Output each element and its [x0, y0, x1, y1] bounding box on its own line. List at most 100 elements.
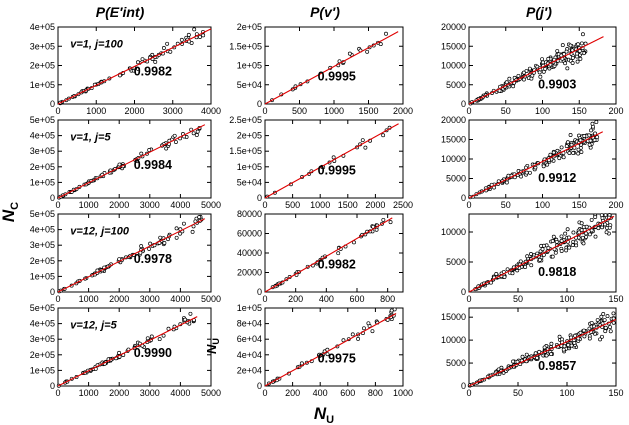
data-point: [538, 74, 543, 79]
data-point: [521, 77, 526, 82]
data-points: [468, 32, 588, 106]
x-tick-label: 0: [55, 294, 60, 304]
y-tick-label: 2e+05: [30, 61, 55, 71]
panel-r1-c1: 0 500 1000 1500 2000 2500 0 5e+04 1e+05 1.5e+05 2e…: [229, 115, 413, 210]
data-point: [600, 334, 604, 339]
x-tick-label: 1000: [79, 200, 99, 210]
data-point: [178, 231, 183, 236]
stray-label-sub: U: [211, 338, 221, 345]
panel-r0-c2: 0 50 100 150 200 0 5000 10000 15000 20000 0.9903: [441, 22, 624, 116]
x-tick-label: 2000: [109, 200, 129, 210]
data-point: [608, 325, 613, 330]
x-tick-label: 2000: [124, 106, 144, 116]
y-tick-label: 1e+05: [30, 177, 55, 187]
panel-annotation: v=12, j=5: [70, 320, 117, 332]
data-point: [378, 42, 383, 47]
correlation-value: 0.9975: [318, 351, 356, 365]
x-tick-label: 100: [559, 388, 574, 398]
x-tick-label: 1500: [358, 106, 378, 116]
correlation-value: 0.9903: [538, 77, 576, 91]
data-point: [553, 250, 558, 255]
data-point: [504, 80, 509, 85]
data-point: [524, 170, 529, 175]
correlation-value: 0.9982: [134, 64, 172, 78]
data-point: [529, 252, 533, 256]
plot-frame: [57, 307, 212, 387]
svg-text:NU: NU: [204, 338, 221, 354]
data-point: [139, 244, 144, 249]
x-tick-label: 600: [340, 388, 355, 398]
data-point: [341, 338, 346, 343]
x-tick-label: 2000: [393, 106, 413, 116]
data-point: [569, 343, 574, 348]
data-point: [389, 308, 394, 313]
data-point: [135, 60, 140, 65]
data-point: [563, 231, 568, 236]
data-point: [559, 145, 564, 150]
data-point: [587, 336, 592, 341]
x-tick-label: 500: [285, 200, 300, 210]
y-axis-title: NC: [0, 202, 21, 222]
data-point: [579, 221, 584, 226]
fit-line: [264, 217, 393, 293]
x-tick-label: 3000: [163, 106, 183, 116]
data-point: [511, 84, 516, 89]
data-point: [604, 230, 609, 235]
plot-frame: [468, 213, 617, 293]
y-tick-label: 5000: [446, 174, 466, 184]
x-tick-label: 0: [55, 200, 60, 210]
data-point: [559, 234, 564, 239]
y-tick-label: 3e+05: [30, 240, 55, 250]
data-point: [140, 57, 145, 62]
data-point: [601, 312, 606, 316]
data-point: [388, 220, 393, 225]
data-point: [145, 336, 150, 341]
panel-r1-c0: 0 1000 2000 3000 4000 5000 0 1e+05 2e+05 3e+05 4e+…: [30, 115, 221, 210]
data-point: [557, 334, 562, 339]
correlation-value: 0.9984: [134, 158, 172, 172]
data-point: [565, 227, 570, 232]
y-tick-label: 4e+05: [30, 131, 55, 141]
data-point: [190, 229, 195, 234]
data-point: [371, 224, 376, 229]
y-tick-label: 20000: [441, 22, 466, 32]
correlation-value: 0.9818: [538, 265, 576, 279]
data-point: [566, 343, 571, 347]
data-point: [540, 247, 545, 252]
data-point: [563, 61, 568, 66]
x-tick-label: 1000: [79, 388, 99, 398]
data-point: [381, 133, 386, 138]
data-point: [511, 359, 516, 364]
y-tick-label: 2e+04: [237, 365, 262, 375]
x-tick-label: 200: [608, 106, 623, 116]
data-point: [596, 226, 601, 231]
data-point: [173, 140, 178, 144]
x-axis-title-main: N: [314, 404, 327, 423]
data-point: [561, 155, 566, 160]
data-point: [569, 335, 574, 340]
panel-r0-c1: 0 500 1000 1500 2000 0 5e+04 1e+05 1.5e+05 2e+05 0…: [229, 22, 413, 116]
data-point: [576, 147, 581, 152]
data-point: [192, 27, 197, 32]
y-tick-label: 2e+05: [237, 22, 262, 32]
x-tick-label: 50: [501, 200, 511, 210]
x-tick-label: 1000: [79, 294, 99, 304]
data-point: [590, 121, 595, 126]
fit-line: [57, 316, 198, 387]
x-tick-label: 150: [572, 200, 587, 210]
x-tick-label: 0: [466, 294, 471, 304]
data-point: [564, 144, 569, 149]
x-tick-label: 150: [572, 106, 587, 116]
data-point: [197, 215, 202, 220]
x-tick-label: 4000: [201, 106, 221, 116]
data-point: [577, 49, 582, 53]
data-point: [356, 336, 361, 341]
data-point: [525, 254, 530, 259]
x-tick-label: 0: [55, 106, 60, 116]
data-point: [598, 337, 603, 342]
data-point: [541, 60, 545, 65]
x-tick-label: 2500: [393, 200, 413, 210]
data-point: [587, 232, 592, 237]
x-tick-label: 200: [288, 294, 303, 304]
